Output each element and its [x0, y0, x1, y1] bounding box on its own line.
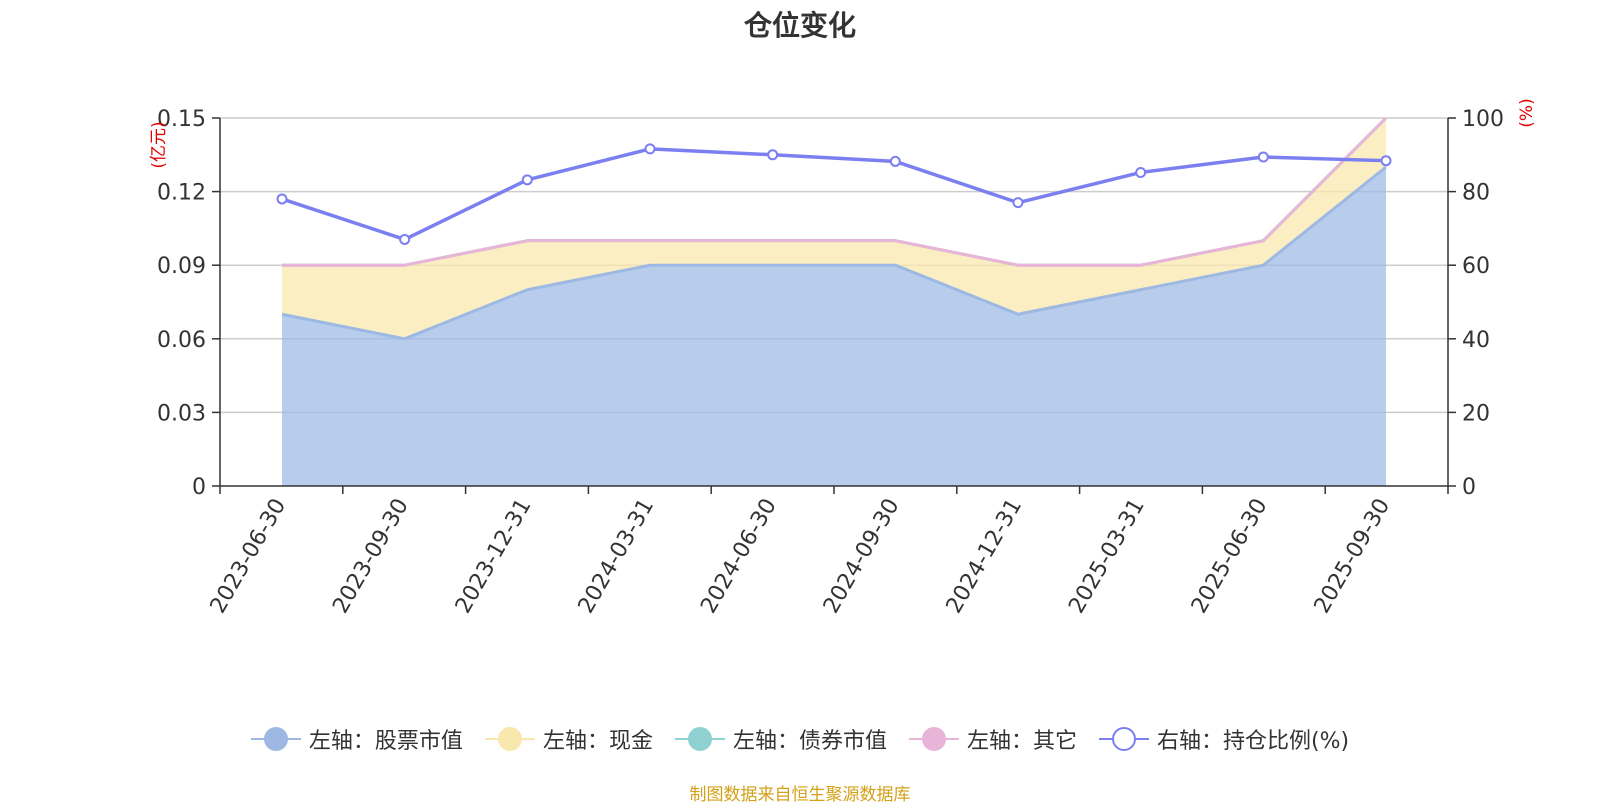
legend-item-bond[interactable]: 左轴：债券市值 — [674, 723, 887, 755]
x-tick-label: 2025-09-30 — [1310, 495, 1396, 618]
right-axis-unit: (%) — [1517, 98, 1537, 127]
x-tick-label: 2024-06-30 — [696, 495, 782, 618]
legend-item-cash[interactable]: 左轴：现金 — [484, 723, 653, 755]
ratio-point — [767, 149, 779, 161]
legend-swatch-cash — [484, 724, 535, 754]
left-tick-label: 0.06 — [157, 328, 206, 353]
ratio-point — [276, 193, 288, 205]
ratio-point — [889, 155, 901, 167]
x-tick-label: 2023-09-30 — [328, 495, 414, 618]
area-edge-series-0 — [281, 165, 1387, 341]
area-series-0 — [282, 167, 1386, 487]
legend-label-bond: 左轴：债券市值 — [732, 729, 887, 754]
legend: 左轴：股票市值 左轴：现金 左轴：债券市值 左轴：其它 右轴：持仓比例(%) — [0, 722, 1600, 756]
x-tick-label: 2025-06-30 — [1187, 495, 1273, 618]
legend-swatch-other — [908, 724, 959, 754]
right-tick-label: 40 — [1462, 328, 1490, 353]
left-tick-label: 0.15 — [157, 107, 206, 132]
legend-label-stock: 左轴：股票市值 — [308, 729, 463, 754]
legend-swatch-bond — [674, 724, 725, 754]
ratio-line — [281, 147, 1387, 242]
legend-item-stock[interactable]: 左轴：股票市值 — [250, 723, 463, 755]
ratio-point — [521, 174, 533, 186]
left-axis-unit: (亿元) — [149, 121, 169, 168]
source-note: 制图数据来自恒生聚源数据库 — [689, 785, 911, 805]
x-tick-label: 2023-06-30 — [206, 495, 292, 618]
x-tick-label: 2024-09-30 — [819, 495, 905, 618]
left-tick-label: 0.09 — [157, 254, 206, 279]
legend-swatch-stock — [250, 724, 301, 754]
ratio-point — [1257, 151, 1269, 163]
right-tick-label: 80 — [1462, 181, 1490, 206]
legend-swatch-ratio — [1098, 724, 1149, 754]
legend-label-cash: 左轴：现金 — [542, 729, 653, 754]
legend-item-other[interactable]: 左轴：其它 — [908, 723, 1077, 755]
ratio-point — [1012, 197, 1024, 209]
ratio-point — [1135, 166, 1147, 178]
right-tick-label: 100 — [1462, 107, 1504, 132]
x-tick-label: 2025-03-31 — [1064, 495, 1150, 618]
area-edge-series-3 — [282, 116, 1388, 267]
left-tick-label: 0 — [192, 475, 206, 500]
x-tick-label: 2024-03-31 — [574, 495, 660, 618]
chart-title: 仓位变化 — [743, 9, 856, 42]
legend-item-ratio[interactable]: 右轴：持仓比例(%) — [1098, 723, 1350, 755]
x-tick-label: 2023-12-31 — [451, 495, 537, 618]
right-tick-label: 0 — [1462, 475, 1476, 500]
ratio-point — [1380, 155, 1392, 167]
left-tick-label: 0.03 — [157, 401, 206, 426]
legend-label-ratio: 右轴：持仓比例(%) — [1156, 729, 1350, 754]
ratio-point — [399, 233, 411, 245]
left-tick-label: 0.12 — [157, 181, 206, 206]
right-tick-label: 20 — [1462, 401, 1490, 426]
legend-label-other: 左轴：其它 — [966, 729, 1077, 754]
ratio-point — [644, 143, 656, 155]
x-tick-label: 2024-12-31 — [942, 495, 1028, 618]
right-tick-label: 60 — [1462, 254, 1490, 279]
